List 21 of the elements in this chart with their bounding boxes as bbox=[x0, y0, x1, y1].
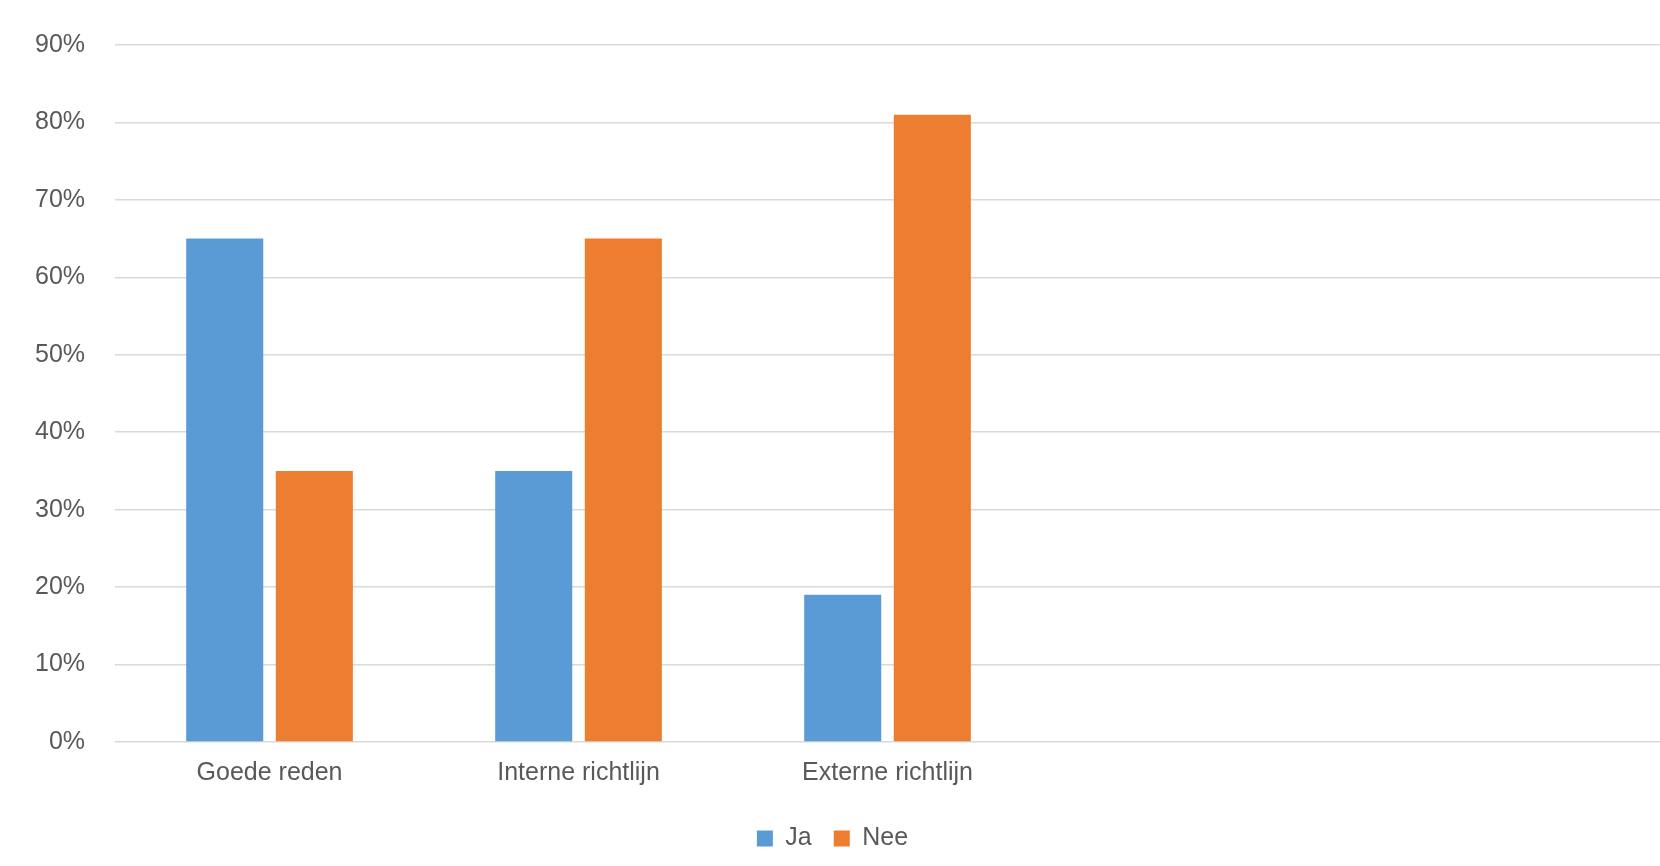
y-tick-label: 50% bbox=[34, 338, 86, 367]
bar bbox=[495, 470, 573, 742]
y-tick-label: 20% bbox=[34, 571, 86, 599]
bar bbox=[186, 238, 264, 742]
y-tick-label: 90% bbox=[34, 28, 86, 57]
legend-label: Nee bbox=[862, 822, 909, 851]
y-tick-label: 80% bbox=[34, 106, 86, 135]
y-tick-label: 10% bbox=[34, 648, 86, 677]
x-tick-label: Goede reden bbox=[196, 756, 343, 785]
x-tick-label: Externe richtlijn bbox=[802, 756, 973, 785]
y-tick-label: 70% bbox=[34, 183, 86, 212]
y-tick-label: 40% bbox=[34, 416, 86, 445]
legend-label: Ja bbox=[785, 822, 812, 851]
bar bbox=[804, 594, 882, 742]
x-tick-label: Interne richtlijn bbox=[497, 756, 660, 785]
bar bbox=[584, 238, 662, 742]
y-tick-label: 0% bbox=[48, 725, 86, 754]
bar bbox=[893, 114, 971, 742]
y-tick-label: 60% bbox=[34, 261, 86, 290]
bar bbox=[275, 470, 353, 742]
y-tick-label: 30% bbox=[34, 493, 86, 522]
